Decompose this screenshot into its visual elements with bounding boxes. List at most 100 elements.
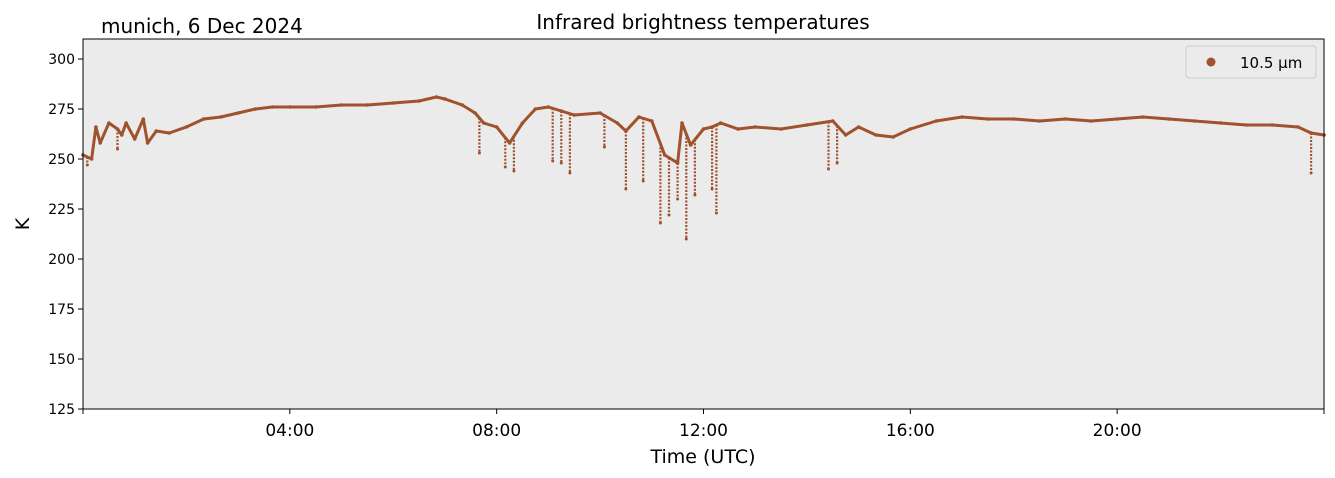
- data-point: [184, 125, 189, 129]
- data-point: [572, 113, 576, 117]
- y-tick-label: 250: [48, 152, 75, 168]
- y-tick-label: 125: [48, 402, 75, 418]
- data-point: [1244, 123, 1249, 127]
- dip-point: [116, 147, 119, 151]
- data-point: [132, 137, 137, 141]
- dip-point: [568, 171, 572, 175]
- dip-point: [693, 193, 697, 197]
- dip-point: [641, 179, 645, 183]
- data-point: [253, 107, 258, 111]
- dip-point: [1309, 171, 1313, 175]
- dip-point: [503, 165, 507, 169]
- x-tick-label: 20:00: [1093, 421, 1142, 441]
- data-point: [533, 107, 538, 111]
- data-point: [908, 127, 913, 131]
- data-point: [960, 115, 964, 119]
- data-point: [434, 95, 439, 99]
- dip-point: [602, 145, 606, 149]
- data-point: [313, 105, 318, 109]
- dip-point: [667, 213, 671, 217]
- data-point: [473, 111, 477, 115]
- data-point: [986, 117, 990, 121]
- dip-point: [559, 161, 563, 165]
- data-point: [460, 103, 465, 107]
- data-point: [1115, 117, 1119, 121]
- data-point: [494, 125, 499, 129]
- dip-point: [85, 163, 89, 167]
- data-point: [154, 129, 159, 133]
- legend-entry-label: 10.5 µm: [1240, 54, 1302, 72]
- data-point: [481, 121, 486, 125]
- data-point: [1012, 117, 1016, 121]
- y-tick-label: 150: [48, 352, 75, 368]
- data-point: [831, 119, 835, 123]
- data-point: [1296, 125, 1300, 129]
- axis-layer: 125 150 175 200 225 250 275 300 04:00 08:00 12:00 1…: [48, 52, 1325, 441]
- data-point: [520, 121, 525, 125]
- data-point: [662, 153, 667, 157]
- data-point: [120, 133, 124, 137]
- y-tick-label: 200: [48, 252, 75, 268]
- legend-box: [1185, 45, 1317, 79]
- series-trace: [82, 95, 1325, 165]
- data-point: [107, 121, 111, 125]
- data-point: [417, 99, 421, 103]
- data-point: [637, 115, 641, 119]
- x-tick-label: 04:00: [265, 421, 314, 441]
- data-point: [843, 133, 848, 137]
- y-tick-label: 275: [48, 102, 75, 118]
- legend: 10.5 µm: [1185, 45, 1317, 79]
- plot-background: [83, 39, 1324, 409]
- data-point: [805, 123, 809, 127]
- dip-point: [624, 187, 628, 191]
- data-point: [753, 125, 757, 129]
- data-point: [443, 97, 447, 101]
- dip-point: [714, 211, 718, 215]
- data-point: [688, 143, 693, 147]
- data-point: [891, 135, 895, 139]
- data-point: [546, 105, 551, 109]
- data-point: [94, 125, 98, 129]
- series-layer: [81, 95, 1326, 241]
- data-point: [219, 115, 223, 119]
- data-point: [288, 105, 292, 109]
- data-point: [1218, 121, 1223, 125]
- data-point: [1167, 117, 1171, 121]
- dip-point: [827, 167, 830, 171]
- chart-subtitle: munich, 6 Dec 2024: [101, 14, 303, 38]
- data-point: [615, 121, 620, 125]
- dip-point: [835, 161, 839, 165]
- data-point: [124, 121, 128, 125]
- data-point: [874, 133, 878, 137]
- dip-point: [684, 237, 688, 241]
- data-point: [1037, 119, 1042, 123]
- data-point: [339, 103, 344, 107]
- dip-point: [658, 221, 662, 225]
- data-point: [201, 117, 206, 121]
- y-tick-label: 300: [48, 52, 75, 68]
- data-point: [365, 103, 370, 107]
- dip-point: [477, 151, 481, 155]
- y-axis-label: K: [12, 217, 34, 230]
- data-point: [507, 141, 512, 145]
- data-point: [701, 127, 706, 131]
- data-point: [141, 117, 146, 121]
- chart-title: Infrared brightness temperatures: [536, 10, 869, 34]
- y-tick-label: 175: [48, 302, 75, 318]
- data-point: [598, 111, 602, 115]
- data-point: [736, 127, 740, 131]
- x-axis-label: Time (UTC): [649, 446, 755, 468]
- data-point: [1192, 119, 1197, 123]
- data-point: [934, 119, 938, 123]
- data-point: [1270, 123, 1275, 127]
- legend-marker: [1206, 57, 1216, 67]
- data-point: [270, 105, 275, 109]
- x-tick-label: 08:00: [472, 421, 521, 441]
- data-point: [779, 127, 783, 131]
- dip-point: [676, 197, 680, 201]
- dip-point: [710, 187, 714, 191]
- data-point: [718, 121, 723, 125]
- dip-point: [512, 169, 516, 173]
